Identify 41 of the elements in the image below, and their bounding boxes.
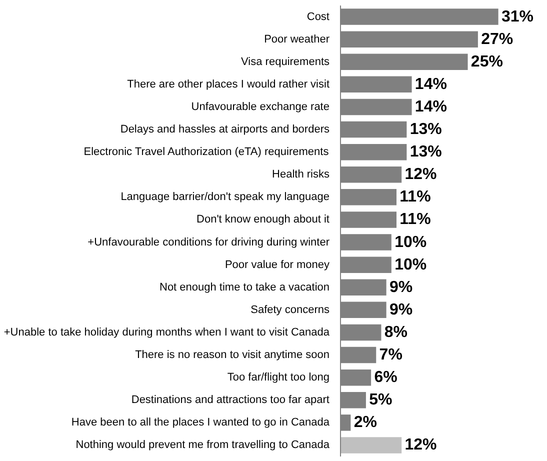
y-tick-label: Cost <box>306 10 330 23</box>
data-label: 5% <box>369 392 392 409</box>
y-tick-label: Not enough time to take a vacation <box>160 281 330 294</box>
y-tick-label: Delays and hassles at airports and borders <box>120 124 330 136</box>
y-tick-label: +Unfavourable conditions for driving during winter <box>88 236 330 248</box>
y-tick-label: There are other places I would rather visit <box>127 78 330 90</box>
data-label: 13% <box>410 144 442 161</box>
data-label: 14% <box>414 98 447 116</box>
data-label: 11% <box>400 188 431 206</box>
y-tick-label: There is no reason to visit anytime soon <box>135 349 330 362</box>
data-label: 31% <box>501 8 534 26</box>
data-label: 12% <box>404 436 437 454</box>
data-label: 10% <box>394 256 427 274</box>
y-tick-label: Language barrier/don't speak my language <box>120 191 330 204</box>
data-label: 8% <box>384 324 408 341</box>
y-tick-label: Nothing would prevent me from travelling to Canada <box>76 439 330 452</box>
y-tick-label: Poor value for money <box>224 258 330 271</box>
data-label: 2% <box>354 414 377 432</box>
data-label: 13% <box>410 121 442 138</box>
y-tick-label: Poor weather <box>264 33 330 46</box>
y-tick-label: Have been to all the places I wanted to go in Canada <box>71 416 330 429</box>
y-tick-label: Don't know enough about it <box>196 214 330 226</box>
y-tick-label: Safety concerns <box>250 304 330 316</box>
y-tick-label: Health risks <box>272 168 330 181</box>
data-label: 10% <box>394 234 427 251</box>
data-label: 6% <box>374 369 398 386</box>
y-tick-label: Visa requirements <box>241 56 330 68</box>
y-tick-label: Unfavourable exchange rate <box>191 100 330 113</box>
data-label: 14% <box>414 76 447 93</box>
data-label: 9% <box>389 301 413 318</box>
y-tick-label: Destinations and attractions too far apart <box>131 394 330 406</box>
data-label: 7% <box>379 346 402 364</box>
data-label: 9% <box>389 278 413 296</box>
data-label: 25% <box>470 53 503 70</box>
data-label: 27% <box>481 30 514 48</box>
data-label: 12% <box>404 166 437 184</box>
data-label: 11% <box>400 211 431 228</box>
y-tick-label: +Unable to take holiday during months when I want to visit Canada <box>4 326 330 338</box>
y-tick-label: Too far/flight too long <box>227 372 330 384</box>
y-tick-label: Electronic Travel Authorization (eTA) requirements <box>84 146 330 158</box>
bar <box>340 437 402 454</box>
